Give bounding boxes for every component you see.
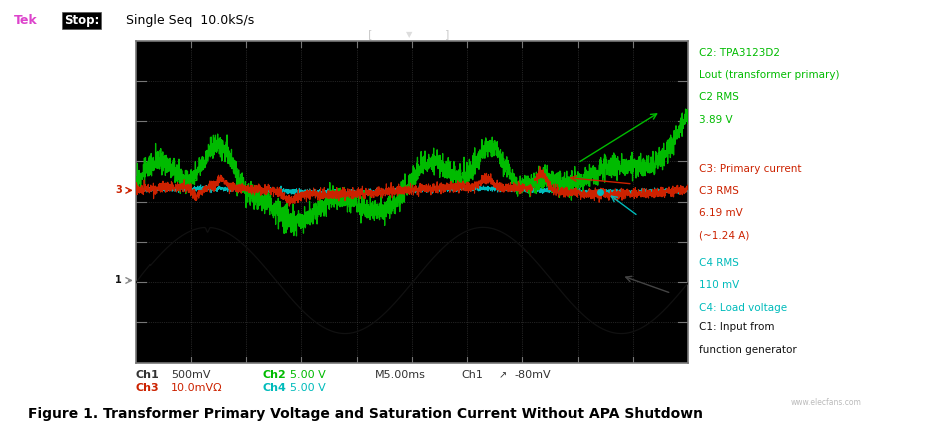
Text: ]: ] — [445, 29, 449, 39]
Text: Tek: Tek — [14, 14, 37, 27]
Text: C3: Primary current: C3: Primary current — [699, 163, 802, 174]
Text: C3 RMS: C3 RMS — [699, 186, 739, 196]
Text: C1: Input from: C1: Input from — [699, 322, 775, 332]
Text: ▼: ▼ — [406, 30, 413, 39]
Text: Ch2: Ch2 — [262, 370, 285, 381]
Text: M5.00ms: M5.00ms — [374, 370, 425, 381]
Text: www.elecfans.com: www.elecfans.com — [791, 399, 862, 408]
Text: Stop:: Stop: — [64, 14, 99, 27]
Text: 6.19 mV: 6.19 mV — [699, 208, 743, 218]
Text: Ch1: Ch1 — [461, 370, 483, 381]
Text: C4: Load voltage: C4: Load voltage — [699, 302, 787, 313]
Text: Figure 1. Transformer Primary Voltage and Saturation Current Without APA Shutdow: Figure 1. Transformer Primary Voltage an… — [28, 407, 703, 421]
Text: C2: TPA3123D2: C2: TPA3123D2 — [699, 48, 781, 58]
Text: function generator: function generator — [699, 344, 797, 355]
Text: Single Seq  10.0kS/s: Single Seq 10.0kS/s — [126, 14, 255, 27]
Text: Lout (transformer primary): Lout (transformer primary) — [699, 70, 840, 80]
Text: ↗: ↗ — [499, 370, 507, 381]
Text: 1: 1 — [115, 275, 122, 285]
Text: 5.00 V: 5.00 V — [290, 383, 326, 393]
Text: (~1.24 A): (~1.24 A) — [699, 230, 750, 241]
Text: -80mV: -80mV — [515, 370, 551, 381]
Text: 3.89 V: 3.89 V — [699, 115, 733, 125]
Text: C4 RMS: C4 RMS — [699, 258, 739, 268]
Text: 110 mV: 110 mV — [699, 280, 739, 290]
Text: 10.0mVΩ: 10.0mVΩ — [171, 383, 223, 393]
Text: Ch4: Ch4 — [262, 383, 286, 393]
Text: [: [ — [368, 29, 373, 39]
Text: 3: 3 — [115, 185, 122, 195]
Text: 5.00 V: 5.00 V — [290, 370, 326, 381]
Text: 500mV: 500mV — [171, 370, 211, 381]
Text: Ch1: Ch1 — [136, 370, 159, 381]
Text: C2 RMS: C2 RMS — [699, 92, 739, 103]
Text: Ch3: Ch3 — [136, 383, 159, 393]
